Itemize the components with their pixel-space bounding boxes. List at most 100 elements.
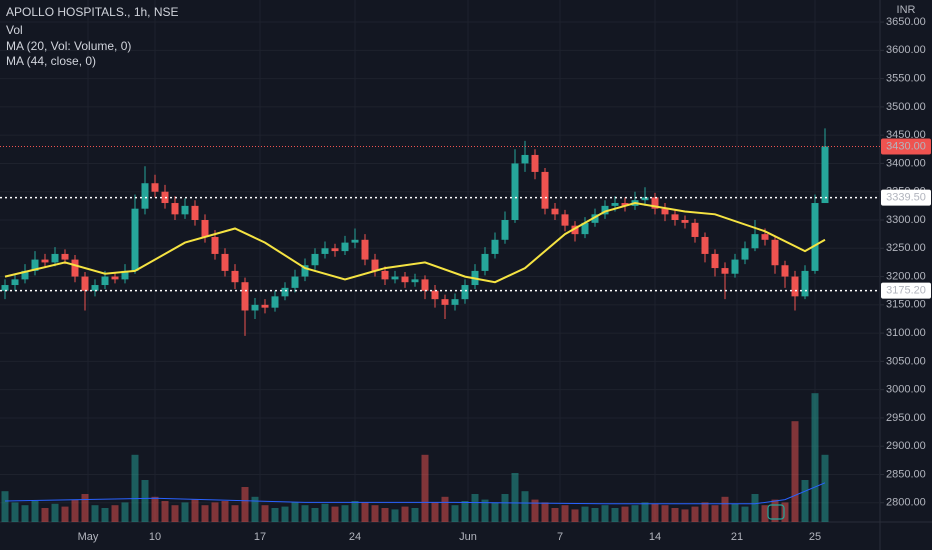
candle-body	[51, 253, 59, 263]
volume-bar	[361, 502, 369, 522]
candle-body	[31, 259, 39, 271]
candle-body	[21, 270, 29, 280]
y-tick-label: 3200.00	[886, 270, 926, 282]
candle-body	[311, 253, 319, 266]
candle-body	[251, 304, 259, 311]
volume-bar	[251, 496, 259, 522]
candle-body	[561, 214, 569, 226]
level-label-box	[881, 282, 931, 299]
indicator-label: MA (44, close, 0)	[6, 54, 96, 68]
volume-bar	[321, 503, 329, 522]
candle-body	[71, 259, 79, 277]
volume-bar	[151, 496, 159, 522]
candle-body	[721, 268, 729, 274]
candle-body	[1, 285, 9, 291]
volume-bar	[181, 502, 189, 522]
candle-body	[441, 299, 449, 305]
volume-bar	[21, 505, 29, 522]
volume-bar	[191, 499, 199, 522]
y-tick-label: 3500.00	[886, 101, 926, 113]
candle-body	[461, 285, 469, 300]
y-tick-label: 3300.00	[886, 214, 926, 226]
candle-body	[371, 259, 379, 271]
candle-body	[81, 276, 89, 291]
volume-bar	[691, 506, 699, 522]
candle-body	[491, 239, 499, 254]
candle-body	[531, 154, 539, 172]
candle-body	[391, 276, 399, 280]
candle-body	[511, 163, 519, 220]
volume-bar	[671, 508, 679, 522]
volume-bar	[301, 505, 309, 522]
y-tick-label: 2850.00	[886, 468, 926, 480]
volume-bar	[441, 496, 449, 522]
volume-bar	[241, 487, 249, 522]
candle-body	[761, 234, 769, 240]
x-tick-label: 21	[731, 531, 743, 543]
level-label-box	[881, 189, 931, 206]
candle-body	[411, 279, 419, 283]
candle-body	[241, 282, 249, 311]
candle-body	[731, 259, 739, 274]
volume-bar	[601, 505, 609, 522]
volume-bar	[391, 509, 399, 522]
candle-body	[711, 253, 719, 269]
candle-body	[661, 208, 669, 215]
y-tick-label: 3150.00	[886, 299, 926, 311]
y-tick-label: 3100.00	[886, 327, 926, 339]
volume-bar	[161, 501, 169, 522]
volume-bar	[351, 501, 359, 522]
y-tick-label: 3450.00	[886, 129, 926, 141]
volume-bar	[461, 501, 469, 522]
volume-bar	[91, 505, 99, 522]
x-tick-label: May	[78, 531, 99, 543]
candle-body	[801, 270, 809, 297]
candle-body	[281, 287, 289, 297]
candle-body	[101, 276, 109, 286]
volume-bar	[801, 480, 809, 522]
indicator-label: Vol	[6, 23, 23, 37]
volume-bar	[651, 503, 659, 522]
volume-bar	[721, 496, 729, 522]
candle-body	[581, 222, 589, 235]
volume-bar	[521, 491, 529, 522]
candle-body	[111, 276, 119, 280]
y-tick-label: 3050.00	[886, 355, 926, 367]
volume-bar	[491, 502, 499, 522]
candle-body	[641, 197, 649, 201]
candle-body	[41, 259, 49, 263]
y-tick-label: 3600.00	[886, 44, 926, 56]
logo	[767, 504, 785, 520]
volume-bar	[81, 494, 89, 522]
x-tick-label: 10	[149, 531, 161, 543]
volume-bar	[371, 505, 379, 522]
level-label: 3339.50	[886, 192, 926, 204]
volume-bar	[791, 421, 799, 522]
x-tick-label: Jun	[459, 531, 477, 543]
candle-body	[501, 219, 509, 240]
volume-bar	[581, 506, 589, 522]
y-tick-label: 3400.00	[886, 157, 926, 169]
volume-bar	[621, 506, 629, 522]
candle-body	[611, 203, 619, 206]
volume-bar	[771, 499, 779, 522]
volume-bar	[731, 503, 739, 522]
x-tick-label: 14	[649, 531, 661, 543]
candle-body	[341, 242, 349, 252]
candle-body	[11, 279, 19, 286]
volume-bar	[51, 503, 59, 522]
x-tick-label: 25	[809, 531, 821, 543]
volume-bar	[381, 508, 389, 522]
volume-bar	[551, 508, 559, 522]
volume-bar	[281, 506, 289, 522]
candle-body	[431, 290, 439, 300]
currency-label: INR	[897, 4, 916, 16]
volume-bar	[631, 505, 639, 522]
candle-body	[231, 270, 239, 283]
volume-bar	[201, 505, 209, 522]
volume-bar	[291, 502, 299, 522]
volume-bar	[111, 505, 119, 522]
candle-body	[671, 214, 679, 220]
candle-body	[681, 219, 689, 223]
candle-body	[421, 279, 429, 291]
